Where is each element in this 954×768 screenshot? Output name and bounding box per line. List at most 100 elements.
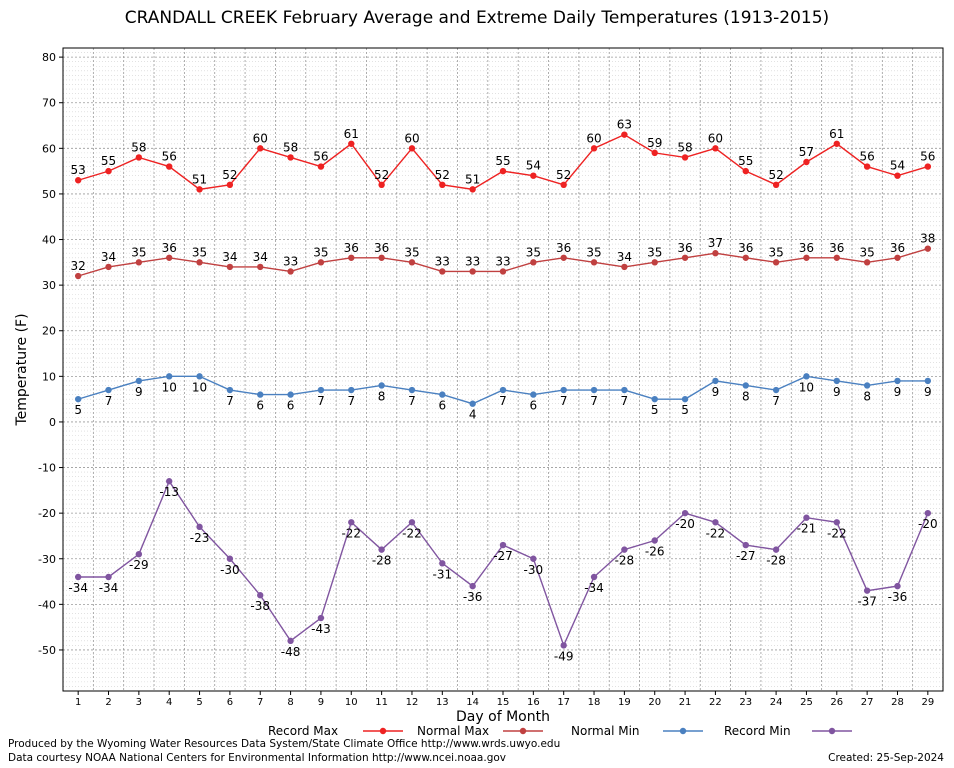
y-tick-label: 50 (42, 188, 56, 201)
y-tick-label: -50 (38, 644, 56, 657)
data-label: 61 (344, 127, 359, 141)
data-label: -22 (402, 526, 422, 540)
data-point (772, 386, 780, 394)
data-label: 7 (590, 394, 598, 408)
data-point (499, 167, 507, 175)
data-point (226, 555, 234, 562)
data-point (439, 268, 446, 275)
data-label: 52 (556, 168, 571, 182)
data-point (712, 377, 719, 385)
data-point (166, 373, 173, 380)
x-tick-label: 15 (497, 697, 510, 708)
data-label: 7 (772, 394, 780, 408)
data-point (833, 377, 840, 385)
data-label: -20 (675, 517, 695, 531)
data-point (560, 254, 567, 261)
data-label: 6 (256, 399, 264, 413)
data-label: 56 (313, 150, 328, 164)
data-label: 56 (920, 150, 935, 164)
data-point (894, 254, 901, 261)
data-label: 60 (404, 131, 419, 145)
data-point (863, 382, 871, 389)
data-point (560, 386, 567, 394)
data-point (742, 167, 749, 175)
data-point (742, 382, 749, 389)
data-label: 34 (253, 250, 268, 264)
data-label: 51 (465, 172, 480, 186)
data-label: 7 (226, 394, 234, 408)
data-point (560, 181, 567, 189)
data-point (105, 386, 112, 394)
data-label: 36 (556, 241, 571, 255)
data-point (287, 268, 294, 275)
data-point (530, 391, 537, 398)
data-point (317, 614, 325, 622)
data-label: 32 (71, 259, 86, 273)
data-label: 34 (222, 250, 237, 264)
data-point (196, 523, 203, 531)
data-point (924, 509, 932, 517)
data-label: 33 (465, 254, 480, 268)
data-label: 8 (378, 389, 386, 403)
data-point (924, 163, 932, 170)
data-label: 58 (677, 140, 692, 154)
data-label: 36 (677, 241, 692, 255)
legend-label: Normal Max (417, 724, 489, 738)
data-label: 35 (313, 245, 328, 259)
data-label: 53 (71, 163, 86, 177)
data-point (439, 181, 446, 189)
data-label: 33 (435, 254, 450, 268)
data-label: 60 (586, 131, 601, 145)
footer-created-date: Created: 25-Sep-2024 (828, 752, 944, 764)
data-point (378, 181, 385, 189)
data-label: -43 (311, 622, 331, 636)
chart-title: CRANDALL CREEK February Average and Extr… (124, 8, 830, 28)
data-label: 63 (617, 118, 632, 132)
data-label: -28 (615, 554, 635, 568)
data-label: 56 (162, 150, 177, 164)
data-label: 59 (647, 136, 662, 150)
data-label: 55 (738, 154, 753, 168)
data-label: 35 (404, 245, 419, 259)
x-tick-label: 2 (105, 697, 111, 708)
data-label: -30 (524, 563, 544, 577)
data-label: 54 (890, 159, 905, 173)
y-tick-label: -40 (38, 598, 56, 611)
data-label: 7 (105, 394, 113, 408)
data-point (712, 250, 719, 257)
x-tick-label: 20 (648, 697, 661, 708)
data-point (590, 259, 598, 266)
y-tick-label: -20 (38, 507, 56, 520)
data-label: -34 (99, 581, 119, 595)
data-label: 55 (495, 154, 510, 168)
data-point (924, 245, 932, 252)
x-tick-label: 12 (406, 697, 419, 708)
data-point (894, 377, 901, 385)
data-point (530, 172, 537, 179)
data-label: -22 (341, 526, 361, 540)
data-point (712, 145, 719, 152)
data-label: -27 (493, 549, 513, 563)
data-label: 7 (560, 394, 568, 408)
data-label: 35 (647, 245, 662, 259)
data-point (439, 391, 446, 398)
data-label: 10 (162, 380, 177, 394)
data-label: -13 (159, 485, 179, 499)
data-label: 9 (894, 385, 902, 399)
y-tick-label: 20 (42, 325, 56, 338)
data-point (408, 519, 416, 526)
plot-area (63, 48, 943, 691)
y-tick-label: -10 (38, 462, 56, 475)
data-point (651, 537, 658, 544)
data-label: -20 (918, 517, 938, 531)
data-point (469, 400, 476, 407)
x-tick-label: 5 (196, 697, 202, 708)
x-tick-label: 13 (436, 697, 449, 708)
data-point (74, 272, 82, 280)
data-point (196, 259, 203, 266)
data-point (530, 555, 537, 562)
data-label: 5 (651, 403, 659, 417)
data-label: -34 (584, 581, 604, 595)
data-label: 38 (920, 232, 935, 246)
data-label: 35 (192, 245, 207, 259)
